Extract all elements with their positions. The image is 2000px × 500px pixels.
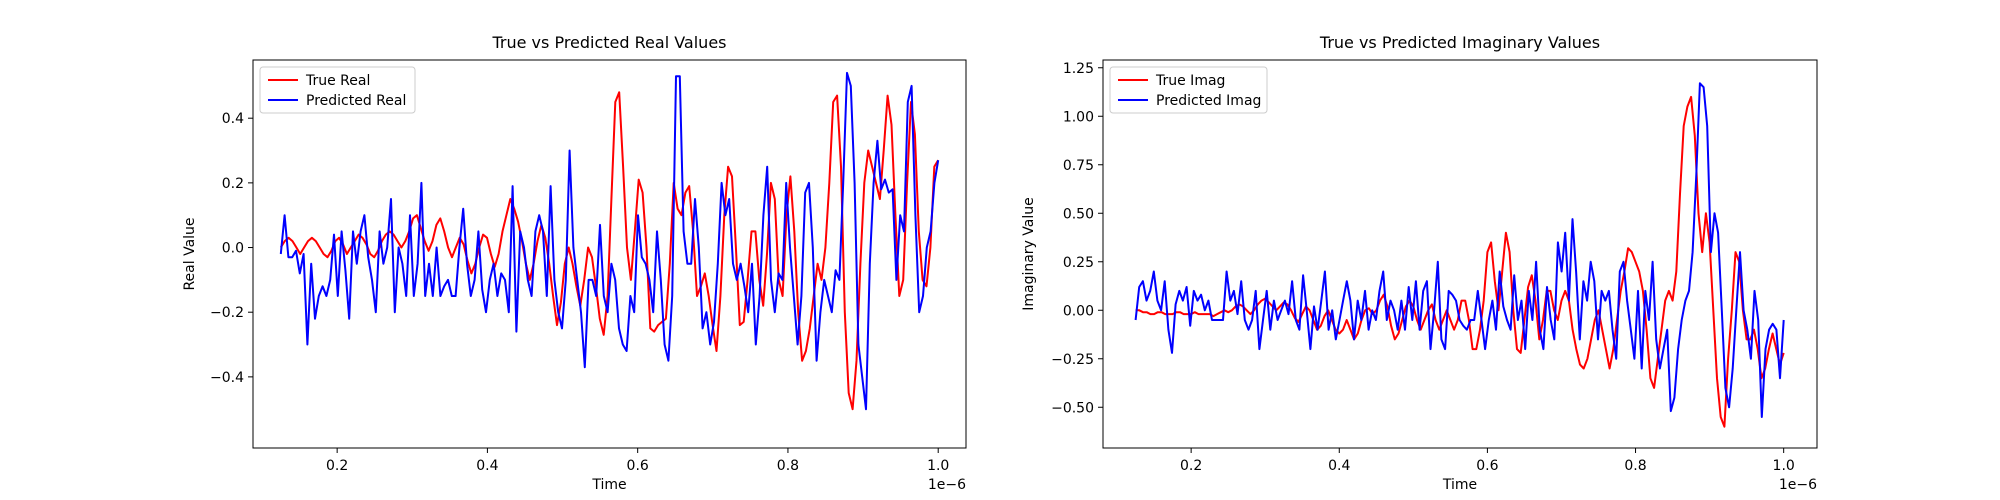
x-tick-label: 1.0 [1773,458,1795,474]
legend: True Real Predicted Real [259,66,416,114]
y-tick-label: 1.00 [1063,109,1094,125]
y-tick-label: 0.25 [1063,255,1094,271]
x-axis-offset-label: 1e−6 [1779,477,1817,493]
chart-title: True vs Predicted Real Values [491,33,726,52]
axes-frame [1102,59,1818,449]
y-tick-label: −0.4 [210,370,244,386]
plot-area: 0.2 0.4 0.6 0.8 1.0 −0.50 −0.25 0.00 0.25 0.50 0.7… [1051,59,1818,474]
x-axis-label: Time [591,477,626,493]
legend-label: True Real [305,73,370,89]
y-axis-label: Real Value [182,217,198,290]
legend-label: Predicted Real [306,93,406,109]
chart-title: True vs Predicted Imaginary Values [1319,33,1600,52]
x-tick-label: 0.4 [476,458,498,474]
x-tick-label: 0.8 [777,458,799,474]
legend: True Imag Predicted Imag [1109,66,1268,114]
y-tick-label: 0.75 [1063,158,1094,174]
y-axis-label: Imaginary Value [1021,197,1037,311]
x-tick-label: 0.6 [1476,458,1498,474]
x-axis-label: Time [1442,477,1477,493]
series-line-predicted-imag [1134,82,1785,418]
imaginary-values-chart: True vs Predicted Imaginary Values Time … [1021,33,1818,493]
y-tick-label: 0.2 [222,176,244,192]
legend-label: True Imag [1155,73,1225,89]
series-line-true-imag [1135,95,1785,428]
y-tick-label: −0.2 [210,305,244,321]
plot-area: 0.2 0.4 0.6 0.8 1.0 −0.4 −0.2 0.0 0.2 0.4 True Rea… [210,59,967,474]
x-axis-offset-label: 1e−6 [928,477,966,493]
x-tick-label: 0.6 [627,458,649,474]
series-line-predicted-real [279,71,940,411]
y-tick-label: −0.25 [1051,352,1094,368]
y-tick-label: 1.25 [1063,61,1094,77]
x-tick-label: 0.4 [1328,458,1350,474]
x-tick-label: 0.2 [1180,458,1202,474]
y-tick-label: 0.4 [222,111,244,127]
series-line-true-real [279,91,940,411]
x-tick-label: 0.8 [1624,458,1646,474]
legend-label: Predicted Imag [1156,93,1261,109]
y-tick-label: 0.50 [1063,206,1094,222]
x-tick-label: 0.2 [326,458,348,474]
legend-box [1109,66,1268,114]
x-tick-label: 1.0 [927,458,949,474]
axes-frame [252,59,967,449]
y-tick-label: 0.0 [222,241,244,257]
real-values-chart: True vs Predicted Real Values Time Real … [182,33,967,493]
legend-box [259,66,416,114]
y-tick-label: −0.50 [1051,400,1094,416]
y-tick-label: 0.00 [1063,303,1094,319]
